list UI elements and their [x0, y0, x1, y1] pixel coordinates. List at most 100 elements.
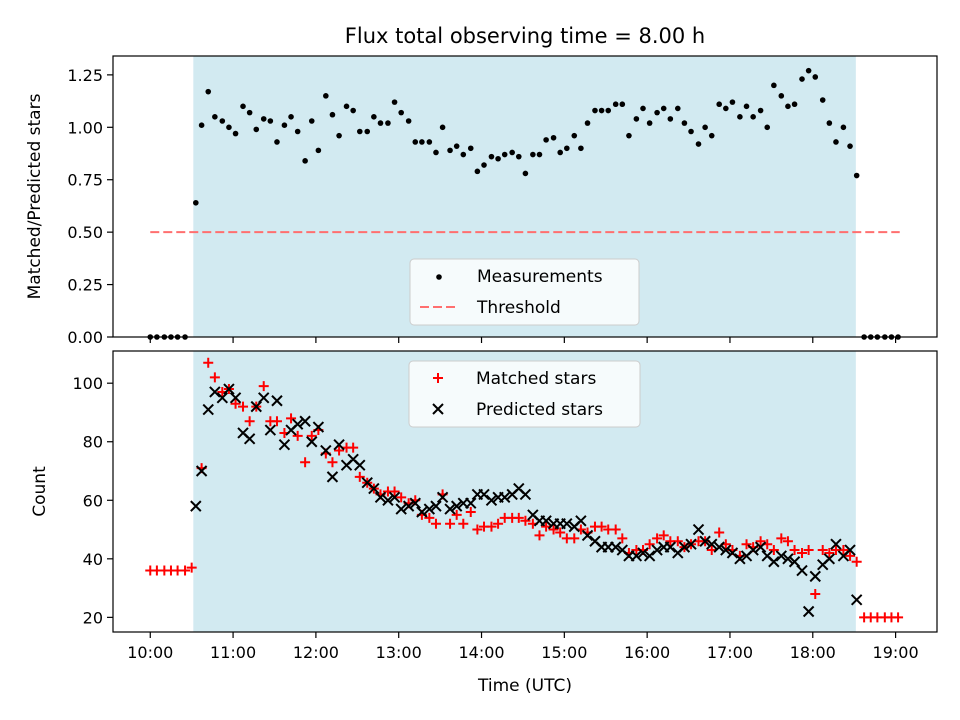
- matched-star-point: [186, 562, 197, 573]
- measurement-point: [550, 134, 557, 141]
- top-y-tick-label: 0.50: [67, 223, 103, 242]
- matched-star-point: [286, 413, 297, 424]
- predicted-star-point: [395, 503, 407, 515]
- measurement-point: [791, 101, 798, 108]
- predicted-star-point: [368, 482, 380, 495]
- measurement-point: [467, 145, 474, 152]
- matched-star-point: [306, 430, 317, 441]
- matched-star-point: [569, 533, 580, 544]
- matched-star-point: [458, 518, 469, 529]
- predicted-star-point: [706, 538, 718, 550]
- matched-star-point: [354, 471, 365, 482]
- measurement-point: [198, 122, 205, 129]
- predicted-star-point: [374, 491, 387, 504]
- predicted-star-point: [782, 553, 794, 565]
- predicted-star-point: [312, 421, 325, 433]
- predicted-star-point: [726, 547, 739, 559]
- measurement-point: [654, 109, 660, 116]
- measurement-point: [267, 118, 274, 124]
- predicted-star-point: [692, 523, 705, 536]
- predicted-star-point: [326, 471, 339, 483]
- measurement-point: [509, 149, 515, 156]
- matched-star-point: [486, 521, 497, 532]
- x-tick-label: 14:00: [458, 643, 504, 662]
- predicted-star-point: [223, 383, 235, 395]
- measurement-point: [660, 105, 667, 112]
- measurement-point: [488, 153, 495, 160]
- predicted-star-point: [850, 594, 863, 606]
- predicted-star-point: [354, 459, 366, 471]
- measurement-point: [799, 76, 805, 82]
- measurement-point: [501, 151, 508, 158]
- predicted-star-point: [823, 553, 836, 565]
- predicted-star-point: [720, 544, 732, 556]
- matched-star-point: [644, 539, 655, 550]
- measurement-point: [453, 143, 460, 149]
- predicted-star-point: [388, 491, 401, 504]
- matched-star-point: [300, 457, 311, 468]
- predicted-star-point: [271, 395, 283, 407]
- matched-star-point: [741, 539, 752, 550]
- predicted-star-point: [436, 491, 449, 504]
- measurement-point: [212, 114, 218, 120]
- x-tick-label: 19:00: [873, 643, 919, 662]
- measurement-point: [398, 109, 404, 116]
- measurement-point: [612, 101, 619, 108]
- predicted-star-point: [561, 517, 573, 530]
- measurement-point: [757, 107, 764, 114]
- matched-star-point: [292, 430, 303, 441]
- predicted-star-point: [713, 541, 725, 553]
- top-y-tick-label: 1.25: [67, 66, 103, 85]
- x-tick-label: 12:00: [293, 643, 339, 662]
- measurement-point: [812, 74, 819, 80]
- matched-star-point: [851, 556, 862, 567]
- predicted-star-point: [699, 535, 711, 547]
- matched-star-point: [271, 416, 282, 427]
- predicted-star-point: [775, 550, 788, 562]
- top-y-tick-label: 1.00: [67, 118, 103, 137]
- measurement-point: [592, 107, 598, 114]
- predicted-star-point: [734, 553, 746, 565]
- matched-star-point: [755, 536, 766, 547]
- measurement-point: [356, 128, 363, 135]
- predicted-star-point: [209, 386, 221, 398]
- measurement-point: [350, 107, 356, 114]
- predicted-star-point: [499, 491, 511, 504]
- measurement-point: [646, 120, 653, 126]
- bottom-y-tick-label: 60: [83, 491, 103, 510]
- measurement-point: [785, 103, 791, 110]
- measurement-point: [536, 151, 543, 158]
- matched-star-point: [445, 518, 456, 529]
- measurement-point: [336, 132, 342, 139]
- predicted-star-point: [243, 433, 256, 445]
- measurement-point: [274, 139, 280, 145]
- measurement-point: [240, 103, 246, 110]
- top-y-tick-label: 0.75: [67, 171, 103, 190]
- legend-label: Threshold: [476, 298, 561, 318]
- measurement-point: [853, 172, 860, 179]
- predicted-star-point: [478, 488, 490, 501]
- measurement-point: [253, 126, 260, 133]
- predicted-star-point: [637, 547, 649, 559]
- predicted-star-point: [830, 538, 842, 550]
- matched-star-point: [617, 533, 628, 544]
- predicted-star-point: [465, 497, 477, 509]
- measurement-point: [778, 93, 785, 99]
- predicted-star-point: [630, 550, 643, 562]
- measurement-point: [288, 114, 294, 120]
- predicted-star-point: [430, 500, 442, 512]
- matched-star-point: [244, 416, 255, 427]
- predicted-star-point: [216, 392, 229, 404]
- measurement-point: [702, 124, 708, 131]
- measurement-point: [840, 124, 847, 131]
- matched-star-point: [520, 515, 531, 526]
- measurement-point: [495, 155, 501, 162]
- matched-star-point: [180, 565, 191, 576]
- measurement-point: [439, 124, 446, 131]
- matched-star-point: [396, 492, 407, 503]
- measurement-point: [474, 168, 481, 175]
- matched-star-point: [258, 381, 269, 392]
- legend-label: Matched stars: [476, 369, 596, 389]
- measurement-point: [246, 109, 253, 116]
